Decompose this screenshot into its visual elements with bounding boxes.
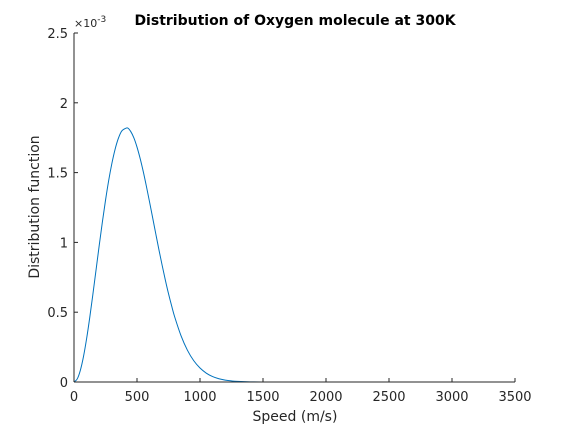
x-tick-label: 3000 [435, 390, 468, 405]
y-tick-label: 0 [60, 376, 68, 391]
x-axis-ticks: 0 500 1000 1500 2000 2500 3000 3500 [70, 378, 532, 405]
x-axis-label: Speed (m/s) [253, 409, 338, 425]
y-tick-label: 0.5 [47, 306, 68, 321]
x-tick-label: 1500 [246, 390, 279, 405]
y-tick-label: 1 [60, 236, 68, 251]
y-axis-label: Distribution function [27, 135, 43, 278]
distribution-line [73, 127, 452, 383]
chart-title: Distribution of Oxygen molecule at 300K [134, 13, 456, 29]
y-tick-label: 2.5 [47, 27, 68, 42]
y-axis-multiplier: ×10-3 [74, 15, 106, 30]
x-tick-label: 2500 [372, 390, 405, 405]
plot-line-group [73, 127, 452, 383]
x-tick-label: 500 [125, 390, 150, 405]
x-tick-label: 2000 [309, 390, 342, 405]
svg-text:×10-3: ×10-3 [74, 15, 106, 30]
x-tick-label: 3500 [498, 390, 531, 405]
y-multiplier-exponent: -3 [97, 15, 106, 25]
y-multiplier-base: ×10 [74, 17, 97, 30]
y-tick-label: 2 [60, 97, 68, 112]
y-tick-label: 1.5 [47, 167, 68, 182]
y-axis-ticks: 0 0.5 1 1.5 2 2.5 [47, 27, 78, 391]
x-tick-label: 1000 [183, 390, 216, 405]
x-tick-label: 0 [70, 390, 78, 405]
